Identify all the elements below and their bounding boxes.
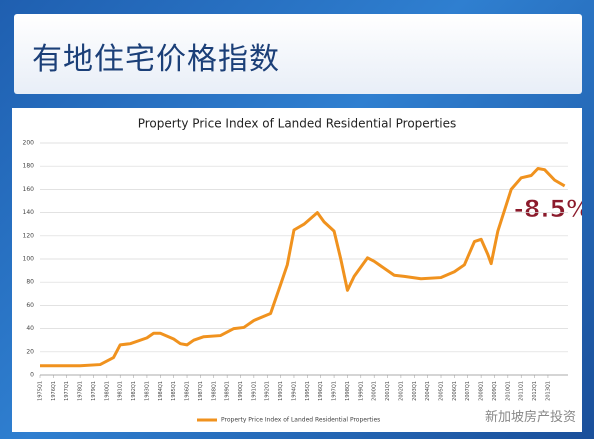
x-tick-label: 1981Q1 bbox=[118, 381, 124, 401]
x-tick-label: 1976Q1 bbox=[51, 381, 57, 401]
x-tick-label: 1997Q1 bbox=[332, 381, 338, 401]
x-tick-label: 2007Q1 bbox=[465, 381, 471, 401]
x-tick-label: 2002Q1 bbox=[398, 381, 404, 401]
x-tick-label: 2011Q1 bbox=[519, 381, 525, 401]
y-tick-label: 60 bbox=[26, 302, 34, 309]
x-tick-label: 1975Q1 bbox=[38, 381, 44, 401]
x-tick-label: 2012Q1 bbox=[532, 381, 538, 401]
y-tick-label: 140 bbox=[23, 209, 35, 216]
x-tick-label: 2004Q1 bbox=[425, 381, 431, 401]
y-tick-label: 100 bbox=[23, 256, 35, 263]
x-tick-label: 1977Q1 bbox=[64, 381, 70, 401]
x-tick-label: 2008Q1 bbox=[479, 381, 485, 401]
title-bar: 有地住宅价格指数 bbox=[14, 14, 582, 94]
data-line bbox=[40, 167, 566, 368]
x-tick-label: 1994Q1 bbox=[291, 381, 297, 401]
y-tick-label: 20 bbox=[26, 348, 34, 355]
y-tick-label: 180 bbox=[23, 163, 35, 170]
slide-title: 有地住宅价格指数 bbox=[32, 42, 280, 77]
x-tick-label: 1986Q1 bbox=[185, 381, 191, 401]
chart: Property Price Index of Landed Residenti… bbox=[23, 117, 591, 424]
x-tick-label: 1979Q1 bbox=[91, 381, 97, 401]
x-tick-label: 1985Q1 bbox=[171, 381, 177, 401]
x-tick-label: 2001Q1 bbox=[385, 381, 391, 401]
x-tick-label: 1988Q1 bbox=[211, 381, 217, 401]
x-tick-label: 1983Q1 bbox=[144, 381, 150, 401]
x-tick-label: 1991Q1 bbox=[251, 381, 257, 401]
x-tick-label: 1998Q1 bbox=[345, 381, 351, 401]
y-tick-label: 120 bbox=[23, 232, 35, 239]
x-tick-label: 1996Q1 bbox=[318, 381, 324, 401]
legend-label: Property Price Index of Landed Residenti… bbox=[221, 417, 380, 424]
chart-title: Property Price Index of Landed Residenti… bbox=[138, 117, 457, 131]
chart-box: Property Price Index of Landed Residenti… bbox=[12, 108, 591, 432]
x-tick-label: 2005Q1 bbox=[439, 381, 445, 401]
annotation: -8.5% bbox=[514, 195, 582, 223]
x-tick-label: 2013Q1 bbox=[545, 381, 551, 401]
x-tick-label: 1987Q1 bbox=[198, 381, 204, 401]
x-tick-label: 1990Q1 bbox=[238, 381, 244, 401]
x-tick-label: 1984Q1 bbox=[158, 381, 164, 401]
watermark: 新加坡房产投资 bbox=[484, 410, 576, 425]
x-tick-label: 2009Q1 bbox=[492, 381, 498, 401]
y-tick-label: 200 bbox=[23, 140, 35, 147]
x-tick-label: 1993Q1 bbox=[278, 381, 284, 401]
x-tick-label: 1978Q1 bbox=[78, 381, 84, 401]
y-tick-label: 0 bbox=[30, 372, 34, 379]
x-tick-label: 2000Q1 bbox=[372, 381, 378, 401]
x-tick-label: 2006Q1 bbox=[452, 381, 458, 401]
x-tick-label: 1999Q1 bbox=[358, 381, 364, 401]
x-tick-label: 2010Q1 bbox=[505, 381, 511, 401]
y-tick-label: 160 bbox=[23, 186, 35, 193]
x-tick-label: 2003Q1 bbox=[412, 381, 418, 401]
x-tick-label: 1989Q1 bbox=[225, 381, 231, 401]
y-tick-label: 40 bbox=[26, 325, 34, 332]
x-tick-label: 1982Q1 bbox=[131, 381, 137, 401]
x-tick-label: 1992Q1 bbox=[265, 381, 271, 401]
x-tick-label: 1980Q1 bbox=[104, 381, 110, 401]
x-tick-label: 1995Q1 bbox=[305, 381, 311, 401]
y-tick-label: 80 bbox=[26, 279, 34, 286]
